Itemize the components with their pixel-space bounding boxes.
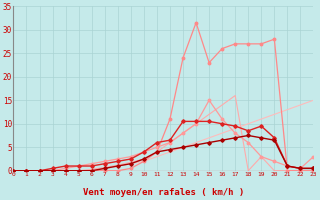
X-axis label: Vent moyen/en rafales ( km/h ): Vent moyen/en rafales ( km/h ) (83, 188, 244, 197)
